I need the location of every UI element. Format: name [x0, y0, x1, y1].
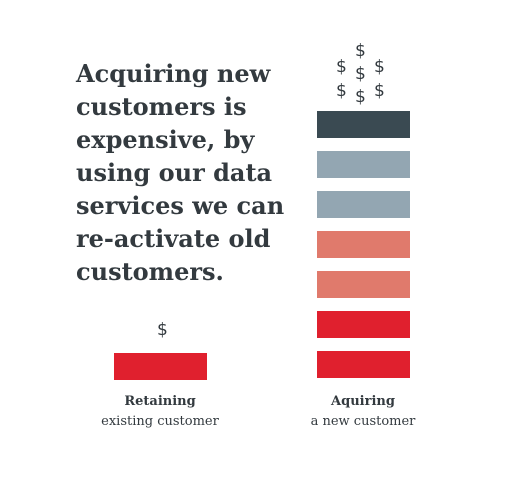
- dollar-icon: $: [336, 57, 347, 77]
- dollar-icon: $: [374, 81, 385, 101]
- acquiring-subtitle: a new customer: [310, 414, 416, 429]
- retaining-title: Retaining: [124, 394, 196, 409]
- dollar-icon: $: [355, 87, 366, 107]
- dollar-icon: $: [157, 320, 168, 340]
- dollar-icon: $: [336, 81, 347, 101]
- retaining-caption: Retaining existing customer: [80, 392, 240, 432]
- acquiring-caption: Aquiring a new customer: [283, 392, 443, 432]
- acquiring-cost-block: [317, 271, 410, 298]
- headline: Acquiring new customers is expensive, by…: [76, 59, 285, 286]
- acquiring-title: Aquiring: [331, 394, 395, 409]
- acquiring-cost-block: [317, 191, 410, 218]
- retaining-subtitle: existing customer: [101, 414, 219, 429]
- acquiring-cost-block: [317, 231, 410, 258]
- dollar-icon: $: [355, 41, 366, 61]
- retaining-cost-block: [114, 353, 207, 380]
- acquiring-cost-block: [317, 351, 410, 378]
- dollar-icon: $: [374, 57, 385, 77]
- acquiring-cost-block: [317, 151, 410, 178]
- acquiring-cost-block: [317, 311, 410, 338]
- dollar-icon: $: [355, 64, 366, 84]
- acquiring-cost-block: [317, 111, 410, 138]
